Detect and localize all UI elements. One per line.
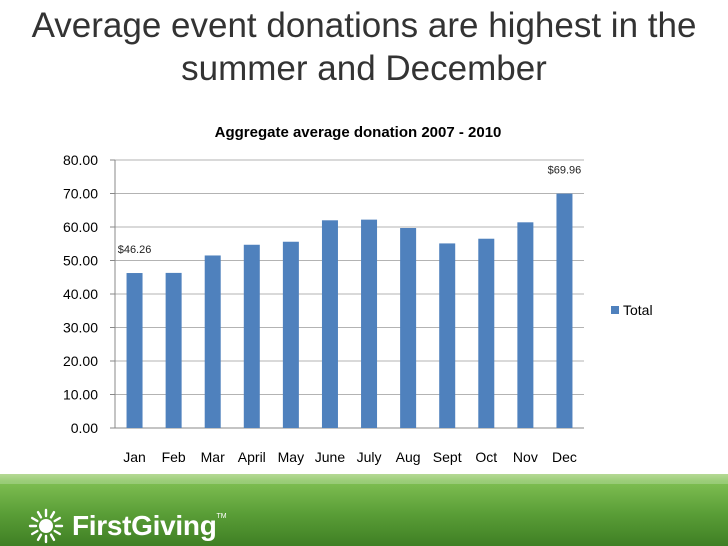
sun-ray (53, 529, 62, 536)
x-tick-label: Dec (552, 449, 577, 465)
data-labels: $46.26 $69.96 (118, 165, 582, 256)
sun-ray (49, 533, 56, 542)
y-tick-label: 80.00 (63, 152, 98, 168)
x-tick-label: Jan (123, 449, 146, 465)
data-label: $69.96 (548, 165, 582, 177)
x-tick-label: June (315, 449, 346, 465)
sun-ray (30, 529, 39, 536)
y-axis-ticks: 0.00 10.00 20.00 30.00 40.00 50.00 60.00 70.00 8… (63, 152, 98, 436)
x-tick-label: Aug (396, 449, 421, 465)
chart-title: Aggregate average donation 2007 - 2010 (215, 124, 502, 141)
bar (361, 219, 378, 428)
bar (439, 243, 456, 428)
legend: Total (611, 302, 653, 318)
sun-ray (53, 516, 62, 523)
firstgiving-logo: FirstGiving TM (28, 508, 227, 544)
sun-ray (36, 533, 43, 542)
slide-title: Average event donations are highest in t… (31, 6, 697, 88)
y-tick-label: 20.00 (63, 353, 98, 369)
sun-ray (49, 510, 56, 519)
y-tick-label: 70.00 (63, 186, 98, 202)
bar (517, 222, 534, 428)
bar-chart: Aggregate average donation 2007 - 2010 0… (63, 124, 653, 465)
x-tick-label: Mar (201, 449, 225, 465)
bar (321, 220, 338, 428)
sunburst-icon (28, 508, 64, 544)
y-tick-label: 10.00 (63, 387, 98, 403)
bars (126, 193, 573, 428)
legend-swatch-total (611, 306, 619, 314)
bar (478, 238, 495, 428)
y-tick-label: 50.00 (63, 253, 98, 269)
legend-label-total: Total (623, 302, 653, 318)
gridlines (110, 159, 584, 429)
bar (126, 273, 143, 428)
bar (243, 244, 260, 428)
y-tick-label: 0.00 (71, 420, 98, 436)
x-tick-label: Oct (475, 449, 497, 465)
sun-ray (36, 510, 43, 519)
x-tick-label: April (238, 449, 266, 465)
x-axis-labels: Jan Feb Mar April May June July Aug Sept Oct Nov De… (123, 449, 577, 465)
footer-bar (0, 474, 728, 546)
x-tick-label: Feb (162, 449, 186, 465)
bar (204, 255, 221, 428)
y-tick-label: 60.00 (63, 219, 98, 235)
y-tick-label: 30.00 (63, 320, 98, 336)
x-tick-label: July (357, 449, 382, 465)
bar (282, 241, 299, 428)
y-tick-label: 40.00 (63, 286, 98, 302)
sun-ray (30, 516, 39, 523)
bar (165, 272, 182, 428)
bar (556, 193, 573, 428)
x-tick-label: Nov (513, 449, 538, 465)
x-tick-label: May (278, 449, 304, 465)
data-label: $46.26 (118, 244, 152, 256)
bar (400, 228, 417, 428)
logo-trademark: TM (216, 512, 227, 520)
logo-text: FirstGiving (72, 510, 217, 541)
x-tick-label: Sept (433, 449, 462, 465)
